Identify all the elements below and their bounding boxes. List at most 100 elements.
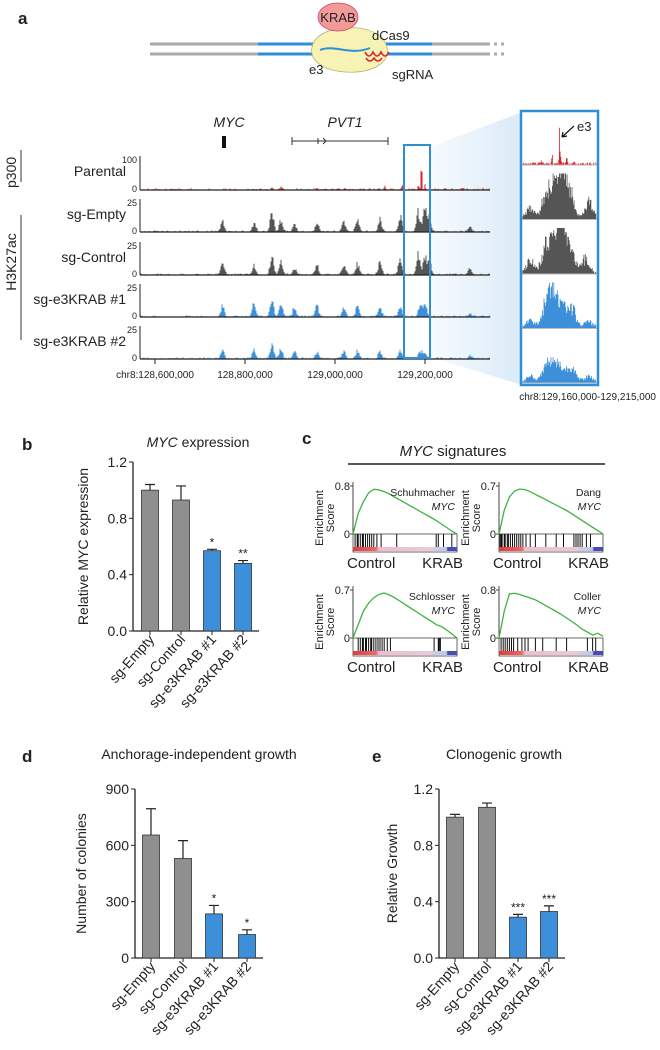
signature-name: Schlosser: [409, 591, 456, 603]
chart-title: Anchorage-independent growth: [101, 746, 296, 762]
y-axis-label: Enrichment: [314, 594, 326, 650]
track-name: sg-Empty: [67, 206, 126, 222]
y-tick-label: 300: [106, 894, 130, 910]
error-bar: [544, 905, 554, 912]
gsea-title: MYC signatures: [400, 443, 507, 460]
zoom-connector: [430, 112, 522, 385]
crispri-schematic: KRAB dCas9 e3 sgRNA: [150, 2, 505, 82]
panel-label-c: c: [302, 429, 311, 448]
y-axis-label: Number of colonies: [73, 813, 89, 934]
pvt1-gene-model: [291, 137, 389, 145]
gsea-plot-schlosser: 0.7 0 Schlosser MYC Enrichment Score Control KR…: [314, 585, 463, 676]
signature-name: Coller: [574, 591, 602, 603]
y-axis-label: Enrichment: [460, 490, 472, 546]
gene-hit-marks: [354, 534, 453, 547]
enrichment-curve: [498, 592, 604, 639]
zoom-panel-frame: [519, 109, 600, 387]
y-max-label: 0.8: [481, 585, 496, 597]
x-label-krab: KRAB: [568, 555, 609, 572]
rank-color-bar: [499, 547, 603, 551]
track-ymax-label: 25: [127, 325, 137, 335]
krab-domain: [317, 2, 359, 32]
bar-sg-e3krab-2: [540, 911, 558, 959]
sgrna-strand: [319, 47, 371, 52]
y-axis-label: Enrichment: [460, 594, 472, 650]
gsea-panel: MYC signatures 0.8 0 Schuhmacher MYC Enrichme…: [314, 443, 609, 676]
e3-label: e3: [309, 62, 323, 77]
significance-marker: ***: [542, 892, 556, 906]
gene-hit-marks: [357, 638, 441, 651]
y-tick-label: 0.0: [108, 623, 128, 639]
zoom-region-label: chr8:129,160,000-129,215,000: [519, 392, 656, 403]
x-label-krab: KRAB: [422, 659, 463, 676]
error-bar: [145, 483, 155, 491]
error-bar: [209, 904, 219, 914]
x-label-control: Control: [347, 555, 395, 572]
significance-marker: *: [210, 535, 215, 549]
track-ymax-label: 100: [122, 155, 137, 165]
y-axis-label: Enrichment: [314, 490, 326, 546]
y-ticks: [496, 485, 499, 535]
significance-marker: *: [212, 891, 217, 905]
y-zero-label: 0: [490, 633, 496, 645]
signature-gene: MYC: [432, 605, 456, 617]
x-tick-label: 129,200,000: [397, 370, 453, 381]
y-zero-label: 0: [490, 529, 496, 541]
signature-name: Schuhmacher: [390, 487, 455, 499]
track-zero-label: 0: [132, 226, 137, 236]
track-zero-label: 0: [132, 184, 137, 194]
zoom-track-signal-1: [522, 173, 597, 220]
myc-gene-mark: [222, 136, 226, 148]
error-bar: [482, 802, 492, 808]
significance-marker: *: [245, 916, 250, 930]
zoom-track-signal-4: [522, 357, 597, 383]
y-tick-label: 0.0: [414, 950, 434, 966]
bar-chart-b: MYC expression 0.0 0.4 0.8 1.2 Relative MYC e…: [75, 434, 259, 711]
y-tick-label: 1.2: [414, 781, 434, 797]
dcas9-label: dCas9: [372, 28, 410, 43]
gsea-plot-dang: 0.7 0 Dang MYC Enrichment Score Control KRAB: [460, 481, 609, 572]
x-label-krab: KRAB: [422, 555, 463, 572]
y-ticks: [350, 485, 353, 535]
bar-sg-empty: [446, 816, 464, 959]
x-label-control: Control: [493, 659, 541, 676]
error-bar: [238, 559, 248, 564]
enrichment-curve: [352, 592, 458, 639]
x-label-control: Control: [493, 555, 541, 572]
bar-sg-e3krab-2: [238, 934, 256, 959]
track-zero-label: 0: [132, 311, 137, 321]
bar-sg-empty: [142, 834, 160, 959]
track-ymax-label: 25: [127, 241, 137, 251]
chart-title-italic: MYC: [147, 434, 179, 450]
sgrna-label: sgRNA: [392, 67, 434, 82]
track-ymax-label: 25: [127, 283, 137, 293]
y-tick-label: 0.8: [414, 837, 434, 853]
y-tick-label: 0.8: [108, 510, 128, 526]
e3-arrow-icon: [561, 125, 575, 138]
group-label-p300: p300: [3, 157, 19, 188]
y-tick-label: 0.4: [414, 894, 434, 910]
gsea-plot-schuhmacher: 0.8 0 Schuhmacher MYC Enrichment Score Control…: [314, 481, 463, 572]
y-max-label: 0.7: [481, 481, 496, 493]
signature-name: Dang: [576, 487, 601, 499]
zoom-e3-label: e3: [577, 119, 591, 134]
y-ticks: [496, 589, 499, 639]
track-zero-label: 0: [132, 353, 137, 363]
x-tick-label: 128,800,000: [217, 370, 273, 381]
gene-hit-marks: [499, 534, 591, 547]
bar-sg-e3krab-2: [234, 563, 252, 632]
bar-sg-e3krab-1: [509, 916, 527, 959]
y-axis-label: Relative Growth: [384, 824, 400, 924]
signature-gene: MYC: [578, 605, 602, 617]
rank-color-bar: [353, 547, 457, 551]
charts: MYC expression 0.0 0.4 0.8 1.2 Relative MYC e…: [73, 434, 609, 1038]
gsea-title-rest: signatures: [433, 443, 506, 460]
x-tick-label: chr8:128,600,000: [116, 370, 194, 381]
y-axis-label: Relative MYC expression: [75, 468, 91, 625]
bar-sg-control: [172, 499, 190, 632]
genome-tracks: MYC PVT1 p300 H3K27ac chr8:129,160,000-1…: [3, 109, 656, 403]
y-axis-label: Score: [471, 504, 483, 533]
track-ymax-label: 25: [127, 198, 137, 208]
gsea-title-italic: MYC: [400, 443, 434, 460]
